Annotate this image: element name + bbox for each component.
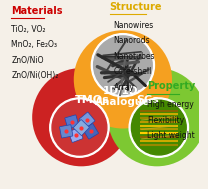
FancyBboxPatch shape	[79, 112, 95, 128]
Text: SCs: SCs	[136, 95, 159, 105]
FancyBboxPatch shape	[68, 128, 83, 142]
Circle shape	[32, 68, 130, 166]
Text: 1D/1D-
Analogue: 1D/1D- Analogue	[95, 86, 151, 107]
Circle shape	[94, 36, 152, 94]
Text: Nanorods: Nanorods	[113, 36, 150, 45]
Text: ZnO/Ni(OH)₂: ZnO/Ni(OH)₂	[11, 71, 59, 80]
Circle shape	[52, 100, 107, 155]
Text: Core-shell: Core-shell	[113, 67, 152, 76]
Text: TiO₂, VO₂: TiO₂, VO₂	[11, 25, 46, 34]
Text: MnO₂, Fe₂O₃: MnO₂, Fe₂O₃	[11, 40, 57, 49]
Circle shape	[91, 34, 155, 97]
Circle shape	[129, 98, 188, 157]
Text: High energy: High energy	[147, 100, 194, 109]
Text: ZnO/NiO: ZnO/NiO	[11, 56, 44, 65]
Text: Flexibility: Flexibility	[147, 116, 184, 125]
Text: TMOs: TMOs	[75, 95, 110, 105]
Text: Materials: Materials	[11, 6, 63, 16]
Text: Property: Property	[147, 81, 196, 91]
Text: Light weight: Light weight	[147, 131, 195, 140]
FancyBboxPatch shape	[83, 124, 99, 139]
Text: Nanotubes: Nanotubes	[113, 52, 155, 61]
FancyBboxPatch shape	[73, 120, 89, 136]
Text: Array: Array	[113, 83, 134, 92]
FancyBboxPatch shape	[65, 115, 79, 129]
Circle shape	[108, 68, 206, 166]
FancyBboxPatch shape	[59, 125, 73, 138]
Text: Nanowires: Nanowires	[113, 21, 154, 30]
Circle shape	[50, 98, 109, 157]
Text: Structure: Structure	[110, 2, 162, 12]
Circle shape	[131, 100, 186, 155]
Circle shape	[74, 30, 172, 129]
